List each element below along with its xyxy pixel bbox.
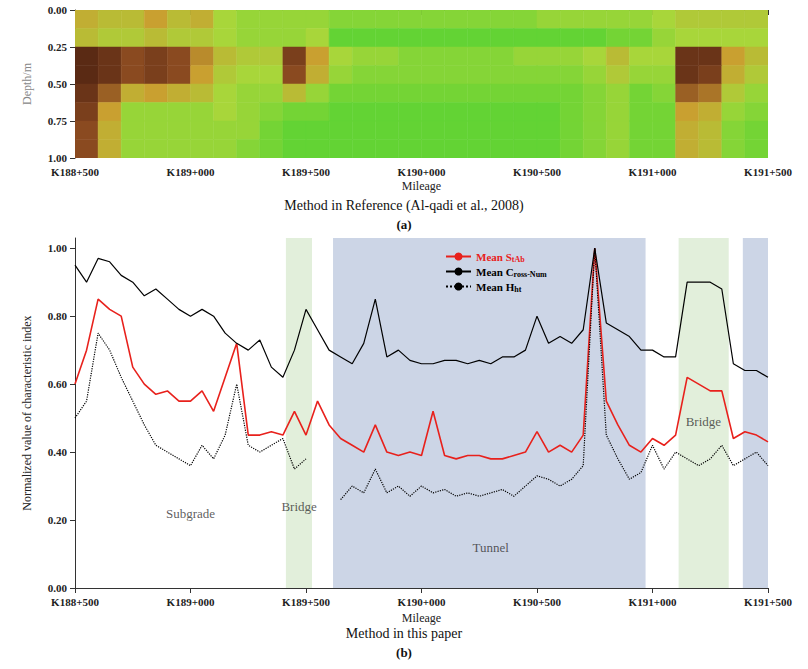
svg-text:0.25: 0.25 xyxy=(48,41,68,53)
svg-text:K190+500: K190+500 xyxy=(513,166,561,178)
svg-text:K191+000: K191+000 xyxy=(629,596,677,608)
svg-text:Mean S: Mean S xyxy=(476,251,512,263)
svg-text:Subgrade: Subgrade xyxy=(166,506,215,521)
svg-text:K189+000: K189+000 xyxy=(167,166,215,178)
svg-text:K191+500: K191+500 xyxy=(744,166,792,178)
svg-text:1.00: 1.00 xyxy=(48,152,68,164)
svg-text:0.50: 0.50 xyxy=(48,78,68,90)
svg-text:0.80: 0.80 xyxy=(48,310,68,322)
svg-text:0.00: 0.00 xyxy=(48,4,68,16)
svg-text:Bridge: Bridge xyxy=(281,499,317,514)
svg-text:Mean H: Mean H xyxy=(476,281,515,293)
svg-text:K189+500: K189+500 xyxy=(282,596,330,608)
svg-text:Mean C: Mean C xyxy=(476,266,514,278)
svg-text:tAb: tAb xyxy=(512,255,525,264)
svg-text:K190+000: K190+000 xyxy=(398,166,446,178)
svg-text:K191+000: K191+000 xyxy=(629,166,677,178)
svg-text:(a): (a) xyxy=(396,217,411,232)
svg-text:(b): (b) xyxy=(396,645,412,660)
svg-text:0.00: 0.00 xyxy=(48,582,68,594)
svg-text:0.40: 0.40 xyxy=(48,446,68,458)
svg-text:1.00: 1.00 xyxy=(48,242,68,254)
svg-text:K188+500: K188+500 xyxy=(51,166,99,178)
svg-text:Mileage: Mileage xyxy=(402,611,441,625)
svg-text:K191+500: K191+500 xyxy=(744,596,792,608)
svg-text:Tunnel: Tunnel xyxy=(473,540,510,555)
svg-text:Method in this paper: Method in this paper xyxy=(346,626,463,641)
svg-text:K190+000: K190+000 xyxy=(398,596,446,608)
svg-text:Mileage: Mileage xyxy=(402,179,441,193)
svg-text:ht: ht xyxy=(514,285,521,294)
svg-text:0.75: 0.75 xyxy=(48,115,68,127)
svg-text:Method in Reference (Al-qadi e: Method in Reference (Al-qadi et al., 200… xyxy=(284,198,524,214)
svg-text:K189+000: K189+000 xyxy=(167,596,215,608)
svg-text:ross-Num: ross-Num xyxy=(514,270,548,279)
svg-text:0.20: 0.20 xyxy=(48,514,68,526)
svg-text:0.60: 0.60 xyxy=(48,378,68,390)
svg-text:Bridge: Bridge xyxy=(686,414,722,429)
svg-text:K189+500: K189+500 xyxy=(282,166,330,178)
svg-text:K190+500: K190+500 xyxy=(513,596,561,608)
svg-text:K188+500: K188+500 xyxy=(51,596,99,608)
svg-text:Normalized value of characteri: Normalized value of characteristic index xyxy=(20,315,34,510)
svg-text:Depth/m: Depth/m xyxy=(20,62,34,105)
